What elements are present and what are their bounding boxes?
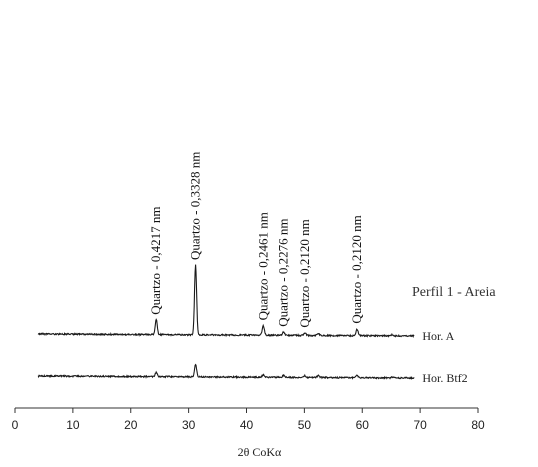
x-tick-label: 30 <box>182 418 196 432</box>
x-tick-label: 10 <box>66 418 80 432</box>
peak-annotation: Quartzo - 0,2120 nm <box>349 215 364 323</box>
series-line <box>37 264 415 339</box>
x-tick-label: 80 <box>471 418 485 432</box>
peak-annotation: Quartzo - 0,2276 nm <box>276 218 291 326</box>
x-tick-label: 20 <box>124 418 138 432</box>
peak-annotations: Quartzo - 0,4217 nm Quartzo - 0,3328 nm Qu… <box>148 152 364 328</box>
series-label: Hor. Btf2 <box>422 371 467 385</box>
peak-annotation: Quartzo - 0,3328 nm <box>188 152 203 260</box>
x-tick-label: 60 <box>356 418 370 432</box>
peak-annotation: Quartzo - 0,4217 nm <box>148 206 163 314</box>
x-tick-label: 40 <box>240 418 254 432</box>
x-tick-label: 0 <box>12 418 19 432</box>
peak-annotation: Quartzo - 0,2461 nm <box>255 212 270 320</box>
series-label: Hor. A <box>422 329 454 343</box>
peak-annotation: Quartzo - 0,2120 nm <box>297 219 312 327</box>
x-axis: 0 10 20 30 40 50 60 70 80 2θ CoKα <box>12 407 485 459</box>
x-tick-label: 50 <box>298 418 312 432</box>
x-axis-label: 2θ CoKα <box>238 445 282 459</box>
series-group: Hor. A Hor. Btf2 <box>37 264 468 385</box>
x-tick-label: 70 <box>413 418 427 432</box>
x-axis-ticks: 0 10 20 30 40 50 60 70 80 <box>12 408 485 432</box>
series-line <box>37 363 415 381</box>
profile-label: Perfil 1 - Areia <box>412 285 496 300</box>
